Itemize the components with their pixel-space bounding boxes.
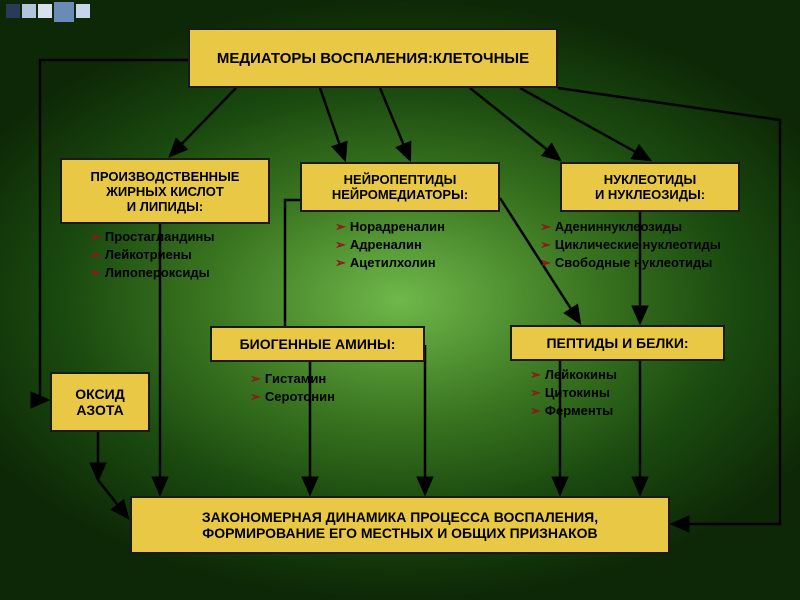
list-nucleo_items: АдениннуклеозидыЦиклические нуклеотидыСв… — [540, 218, 721, 273]
list-item: Адениннуклеозиды — [540, 218, 721, 236]
box-nucleo: НУКЛЕОТИДЫ И НУКЛЕОЗИДЫ: — [560, 162, 740, 212]
box-title: МЕДИАТОРЫ ВОСПАЛЕНИЯ:КЛЕТОЧНЫЕ — [188, 28, 558, 88]
list-item: Ацетилхолин — [335, 254, 445, 272]
list-neuro_items: НорадреналинАдреналинАцетилхолин — [335, 218, 445, 273]
list-item: Цитокины — [530, 384, 617, 402]
diagram-container: МЕДИАТОРЫ ВОСПАЛЕНИЯ:КЛЕТОЧНЫЕ ПРОИЗВОДСТ… — [0, 0, 800, 600]
list-amines_items: ГистаминСеротонин — [250, 370, 335, 406]
list-item: Серотонин — [250, 388, 335, 406]
box-peptides: ПЕПТИДЫ И БЕЛКИ: — [510, 325, 725, 361]
list-item: Циклические нуклеотиды — [540, 236, 721, 254]
list-item: Ферменты — [530, 402, 617, 420]
list-item: Лейкокины — [530, 366, 617, 384]
list-lipids_items: ПростагландиныЛейкотриеныЛипопероксиды — [90, 228, 214, 283]
list-item: Адреналин — [335, 236, 445, 254]
box-amines: БИОГЕННЫЕ АМИНЫ: — [210, 326, 425, 362]
list-item: Липопероксиды — [90, 264, 214, 282]
list-item: Гистамин — [250, 370, 335, 388]
list-item: Простагландины — [90, 228, 214, 246]
list-peptides_items: ЛейкокиныЦитокиныФерменты — [530, 366, 617, 421]
box-lipids: ПРОИЗВОДСТВЕННЫЕ ЖИРНЫХ КИСЛОТ И ЛИПИДЫ: — [60, 158, 270, 224]
list-item: Норадреналин — [335, 218, 445, 236]
list-item: Лейкотриены — [90, 246, 214, 264]
box-neuro: НЕЙРОПЕПТИДЫ НЕЙРОМЕДИАТОРЫ: — [300, 162, 500, 212]
box-conclusion: ЗАКОНОМЕРНАЯ ДИНАМИКА ПРОЦЕССА ВОСПАЛЕНИ… — [130, 496, 670, 554]
box-nitric: ОКСИД АЗОТА — [50, 372, 150, 432]
list-item: Свободные нуклеотиды — [540, 254, 721, 272]
